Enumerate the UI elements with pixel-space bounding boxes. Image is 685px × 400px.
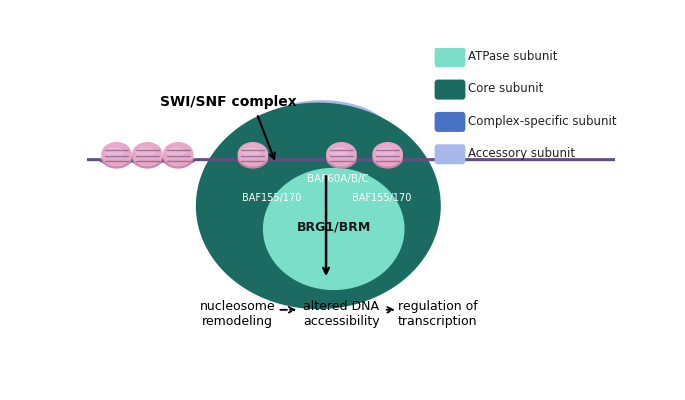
Ellipse shape	[133, 143, 162, 166]
Polygon shape	[264, 168, 404, 289]
Ellipse shape	[136, 148, 154, 156]
FancyBboxPatch shape	[434, 144, 465, 164]
Ellipse shape	[373, 148, 402, 168]
Text: altered DNA
accessibility: altered DNA accessibility	[303, 300, 379, 328]
Ellipse shape	[327, 148, 356, 168]
Ellipse shape	[373, 143, 402, 166]
Polygon shape	[197, 103, 440, 308]
Text: SWI/SNF complex: SWI/SNF complex	[160, 95, 297, 109]
Ellipse shape	[238, 143, 268, 166]
Ellipse shape	[167, 148, 185, 156]
Ellipse shape	[164, 143, 193, 166]
FancyBboxPatch shape	[434, 80, 465, 100]
Text: Complex-specific subunit: Complex-specific subunit	[469, 115, 617, 128]
Ellipse shape	[377, 148, 394, 156]
Ellipse shape	[102, 143, 132, 166]
Text: BRG1/BRM: BRG1/BRM	[297, 221, 371, 234]
Text: regulation of
transcription: regulation of transcription	[398, 300, 477, 328]
Ellipse shape	[133, 148, 162, 168]
Ellipse shape	[327, 143, 356, 166]
Text: ATPase subunit: ATPase subunit	[469, 50, 558, 63]
Ellipse shape	[330, 148, 348, 156]
Ellipse shape	[164, 148, 193, 168]
FancyBboxPatch shape	[434, 47, 465, 67]
Text: Accessory subunit: Accessory subunit	[469, 147, 575, 160]
Polygon shape	[248, 101, 397, 188]
Text: BAF155/170: BAF155/170	[352, 193, 411, 203]
Ellipse shape	[238, 148, 268, 168]
Ellipse shape	[105, 148, 123, 156]
FancyBboxPatch shape	[434, 112, 465, 132]
Text: BAF60A/B/C: BAF60A/B/C	[307, 174, 369, 184]
Text: nucleosome
remodeling: nucleosome remodeling	[199, 300, 275, 328]
Ellipse shape	[102, 148, 132, 168]
Text: BAF155/170: BAF155/170	[242, 193, 302, 203]
Polygon shape	[240, 109, 404, 210]
Text: Core subunit: Core subunit	[469, 82, 544, 95]
Ellipse shape	[242, 148, 260, 156]
